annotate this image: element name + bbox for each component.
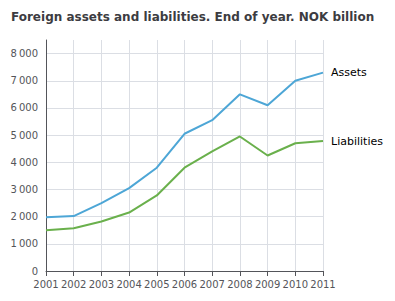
svg-text:2009: 2009 <box>255 279 280 290</box>
svg-text:0: 0 <box>32 266 38 277</box>
svg-text:2003: 2003 <box>89 279 114 290</box>
svg-text:1 000: 1 000 <box>11 238 38 249</box>
svg-text:2002: 2002 <box>61 279 86 290</box>
svg-text:2005: 2005 <box>144 279 169 290</box>
svg-text:Liabilities: Liabilities <box>331 135 383 148</box>
svg-text:2008: 2008 <box>227 279 252 290</box>
svg-text:2007: 2007 <box>199 279 224 290</box>
svg-text:6 000: 6 000 <box>11 102 38 113</box>
svg-text:2004: 2004 <box>116 279 141 290</box>
svg-text:2011: 2011 <box>310 279 335 290</box>
svg-text:Assets: Assets <box>331 66 367 79</box>
svg-text:2006: 2006 <box>172 279 197 290</box>
svg-text:3 000: 3 000 <box>11 184 38 195</box>
svg-text:7 000: 7 000 <box>11 75 38 86</box>
svg-text:2001: 2001 <box>33 279 58 290</box>
svg-text:Foreign assets and liabilities: Foreign assets and liabilities. End of y… <box>11 10 374 24</box>
svg-text:2010: 2010 <box>283 279 308 290</box>
svg-text:8 000: 8 000 <box>11 48 38 59</box>
svg-text:2 000: 2 000 <box>11 211 38 222</box>
svg-text:5 000: 5 000 <box>11 130 38 141</box>
svg-text:4 000: 4 000 <box>11 157 38 168</box>
